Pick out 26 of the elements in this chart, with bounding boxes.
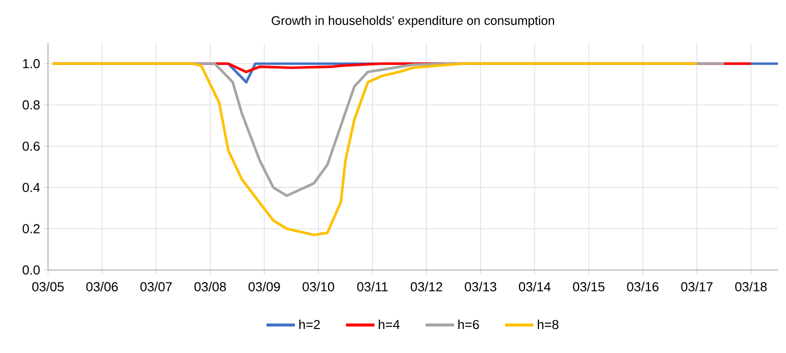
x-tick-label: 03/08 bbox=[194, 282, 226, 292]
x-tick-label: 03/12 bbox=[410, 282, 442, 292]
x-tick-label: 03/14 bbox=[518, 282, 551, 292]
x-tick-label: 03/17 bbox=[681, 282, 712, 292]
chart-title: Growth in households' expenditure on consumption bbox=[272, 16, 554, 28]
y-tick-label: 0.2 bbox=[22, 224, 40, 234]
y-tick-label: 0.6 bbox=[22, 142, 40, 151]
x-tick-label: 03/06 bbox=[86, 282, 118, 292]
x-tick-label: 03/15 bbox=[572, 282, 604, 292]
x-tick-label: 03/09 bbox=[248, 282, 280, 292]
y-tick-label: 0.0 bbox=[22, 265, 40, 275]
x-tick-label: 03/05 bbox=[32, 282, 64, 292]
y-tick-label: 1.0 bbox=[23, 59, 40, 68]
x-tick-label: 03/07 bbox=[140, 282, 172, 292]
legend-label: h=2 bbox=[299, 320, 320, 330]
legend-label: h=8 bbox=[538, 320, 558, 330]
y-tick-label: 0.8 bbox=[22, 100, 40, 110]
line-series bbox=[51, 62, 698, 236]
x-tick-label: 03/13 bbox=[464, 282, 496, 292]
x-tick-label: 03/16 bbox=[627, 282, 659, 292]
x-tick-label: 03/18 bbox=[735, 282, 767, 292]
y-tick-label: 0.4 bbox=[22, 182, 40, 192]
legend-label: h=4 bbox=[378, 320, 400, 330]
legend-label: h=6 bbox=[458, 320, 479, 330]
x-tick-label: 03/10 bbox=[302, 282, 334, 292]
x-tick-label: 03/11 bbox=[357, 282, 388, 292]
